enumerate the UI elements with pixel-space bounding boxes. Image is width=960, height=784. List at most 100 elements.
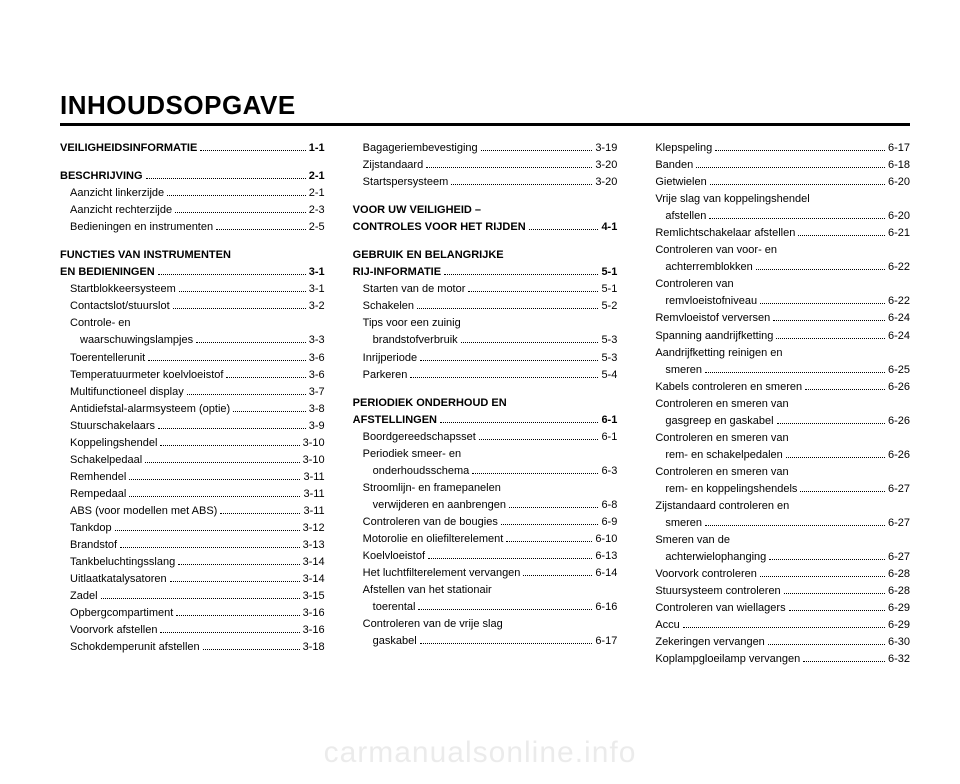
toc-entry-page: 3-6 [309,367,325,384]
toc-entry-label: Temperatuurmeter koelvloeistof [70,367,223,384]
section-gap [60,236,325,247]
toc-entry-page: 5-1 [601,264,617,281]
toc-entry-label: Smeren van de [655,532,730,549]
toc-entry-page: 2-1 [309,185,325,202]
toc-entry: Controle- en [60,315,325,332]
toc-leader [501,524,599,525]
toc-entry-page: 6-24 [888,328,910,345]
toc-leader [468,291,598,292]
toc-entry: ABS (voor modellen met ABS)3-11 [60,503,325,520]
toc-entry-page: 6-29 [888,600,910,617]
toc-entry-label: Het luchtfilterelement vervangen [363,565,521,582]
toc-entry-page: 1-1 [309,140,325,157]
toc-entry-label: RIJ-INFORMATIE [353,264,441,281]
toc-entry: Remhendel3-11 [60,469,325,486]
toc-entry-label: waarschuwingslampjes [80,332,193,349]
toc-entry-label: Kabels controleren en smeren [655,379,802,396]
toc-leader [789,610,885,611]
toc-entry-label: Zijstandaard [363,157,424,174]
toc-entry: Zadel3-15 [60,588,325,605]
toc-entry-label: Inrijperiode [363,350,417,367]
toc-entry: rem- en koppelingshendels6-27 [645,481,910,498]
section-gap [60,157,325,168]
toc-entry-label: Voorvork controleren [655,566,757,583]
toc-column-1: VEILIGHEIDSINFORMATIE 1-1 BESCHRIJVING 2-1 A… [60,140,325,668]
toc-leader [481,150,593,151]
toc-entry-label: Controleren van de vrije slag [363,616,503,633]
toc-entry-label: Periodiek smeer- en [363,446,461,463]
toc-entry-page: 6-28 [888,566,910,583]
toc-entry: Motorolie en oliefilterelement6-10 [353,531,618,548]
toc-entry: Remvloeistof verversen6-24 [645,310,910,327]
toc-entry-label: CONTROLES VOOR HET RIJDEN [353,219,526,236]
toc-entry: AFSTELLINGEN6-1 [353,412,618,429]
toc-entry: smeren6-27 [645,515,910,532]
toc-leader [426,167,592,168]
toc-entry-page: 3-20 [595,174,617,191]
toc-entry: achterremblokken6-22 [645,259,910,276]
section-gap [353,191,618,202]
toc-entry: FUNCTIES VAN INSTRUMENTEN [60,247,325,264]
toc-entry: Contactslot/stuurslot3-2 [60,298,325,315]
toc-entry-label: gaskabel [373,633,417,650]
toc-entry-label: Tips voor een zuinig [363,315,461,332]
toc-leader [160,445,299,446]
toc-entry: Stuursysteem controleren6-28 [645,583,910,600]
toc-leader [479,439,599,440]
toc-leader [420,643,593,644]
toc-entry: achterwielophanging6-27 [645,549,910,566]
toc-entry: Brandstof3-13 [60,537,325,554]
toc-entry-label: Zijstandaard controleren en [655,498,789,515]
toc-entry: Stroomlijn- en framepanelen [353,480,618,497]
toc-entry: Controleren van wiellagers6-29 [645,600,910,617]
toc-entry-page: 2-3 [309,202,325,219]
toc-entry-page: 6-27 [888,481,910,498]
toc-leader [129,496,300,497]
toc-entry: Multifunctioneel display3-7 [60,384,325,401]
toc-leader [786,457,885,458]
toc-entry-label: Aanzicht linkerzijde [70,185,164,202]
toc-entry-label: Banden [655,157,693,174]
toc-entry-page: 3-16 [303,605,325,622]
toc-leader [145,462,299,463]
toc-leader [173,308,306,309]
toc-entry-label: ABS (voor modellen met ABS) [70,503,217,520]
toc-entry-label: Controleren van de bougies [363,514,498,531]
toc-leader [523,575,592,576]
toc-entry: VOOR UW VEILIGHEID – [353,202,618,219]
toc-leader [158,274,306,275]
toc-entry-label: Schakelpedaal [70,452,142,469]
toc-entry-label: Spanning aandrijfketting [655,328,773,345]
toc-entry: RIJ-INFORMATIE 5-1 [353,264,618,281]
toc-leader [158,428,306,429]
toc-leader [417,308,598,309]
toc-leader [705,525,885,526]
toc-entry-label: Schakelen [363,298,414,315]
toc-entry-label: VOOR UW VEILIGHEID – [353,202,481,219]
page-title: INHOUDSOPGAVE [60,90,910,121]
toc-entry-page: 3-11 [303,486,324,503]
toc-entry: Koelvloeistof6-13 [353,548,618,565]
toc-entry-page: 3-19 [595,140,617,157]
toc-entry-page: 6-30 [888,634,910,651]
toc-entry: smeren6-25 [645,362,910,379]
section-gap [353,236,618,247]
toc-entry-label: VEILIGHEIDSINFORMATIE [60,140,197,157]
toc-entry-label: BESCHRIJVING [60,168,143,185]
toc-leader [705,372,885,373]
toc-leader [129,479,300,480]
toc-leader [529,229,599,230]
toc-entry-page: 3-14 [303,571,325,588]
toc-entry: Aandrijfketting reinigen en [645,345,910,362]
toc-entry-page: 6-28 [888,583,910,600]
toc-entry-label: Controleren en smeren van [655,430,788,447]
toc-entry-page: 6-22 [888,259,910,276]
toc-entry-page: 3-6 [309,350,325,367]
toc-entry-page: 6-18 [888,157,910,174]
toc-entry: brandstofverbruik5-3 [353,332,618,349]
toc-entry-label: Afstellen van het stationair [363,582,492,599]
toc-entry-page: 6-8 [601,497,617,514]
toc-entry-label: Gietwielen [655,174,706,191]
toc-entry: Temperatuurmeter koelvloeistof 3-6 [60,367,325,384]
toc-entry-label: GEBRUIK EN BELANGRIJKE [353,247,504,264]
